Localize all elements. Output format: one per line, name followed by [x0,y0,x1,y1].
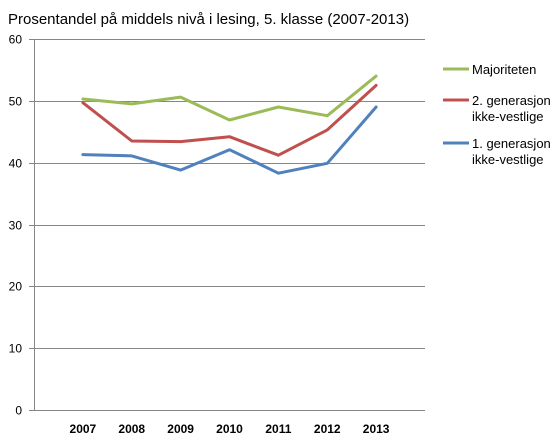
series-line-1 [81,74,378,122]
legend-label: Majoriteten [472,62,536,77]
legend-label: ikke-vestlige [472,109,544,124]
y-tick-label: 20 [9,280,23,294]
series-line-2 [81,83,378,157]
y-tick-label: 50 [9,95,23,109]
legend-label: 1. generasjon [472,136,551,151]
legend-item: Majoriteten [443,62,536,77]
y-tick-label: 60 [9,33,23,47]
legend-label: 2. generasjon [472,93,551,108]
y-tick-labels: 0 10 20 30 40 50 60 [9,33,23,418]
x-tick-label: 2011 [265,422,291,436]
chart-title: Prosentandel på middels nivå i lesing, 5… [8,11,409,28]
legend-label: ikke-vestlige [472,152,544,167]
y-tick-label: 40 [9,157,23,171]
series-lines [81,74,378,175]
x-tick-label: 2010 [216,422,243,436]
y-tick-label: 30 [9,219,23,233]
y-tick-label: 10 [9,342,23,356]
x-tick-label: 2008 [118,422,145,436]
series-line-3 [81,105,378,175]
x-tick-label: 2013 [363,422,390,436]
x-tick-labels: 2007 2008 2009 2010 2011 2012 2013 [70,422,390,436]
x-tick-label: 2009 [167,422,194,436]
x-tick-label: 2007 [70,422,97,436]
x-tick-label: 2012 [314,422,341,436]
axes [29,39,425,411]
y-tick-label: 0 [15,404,22,418]
